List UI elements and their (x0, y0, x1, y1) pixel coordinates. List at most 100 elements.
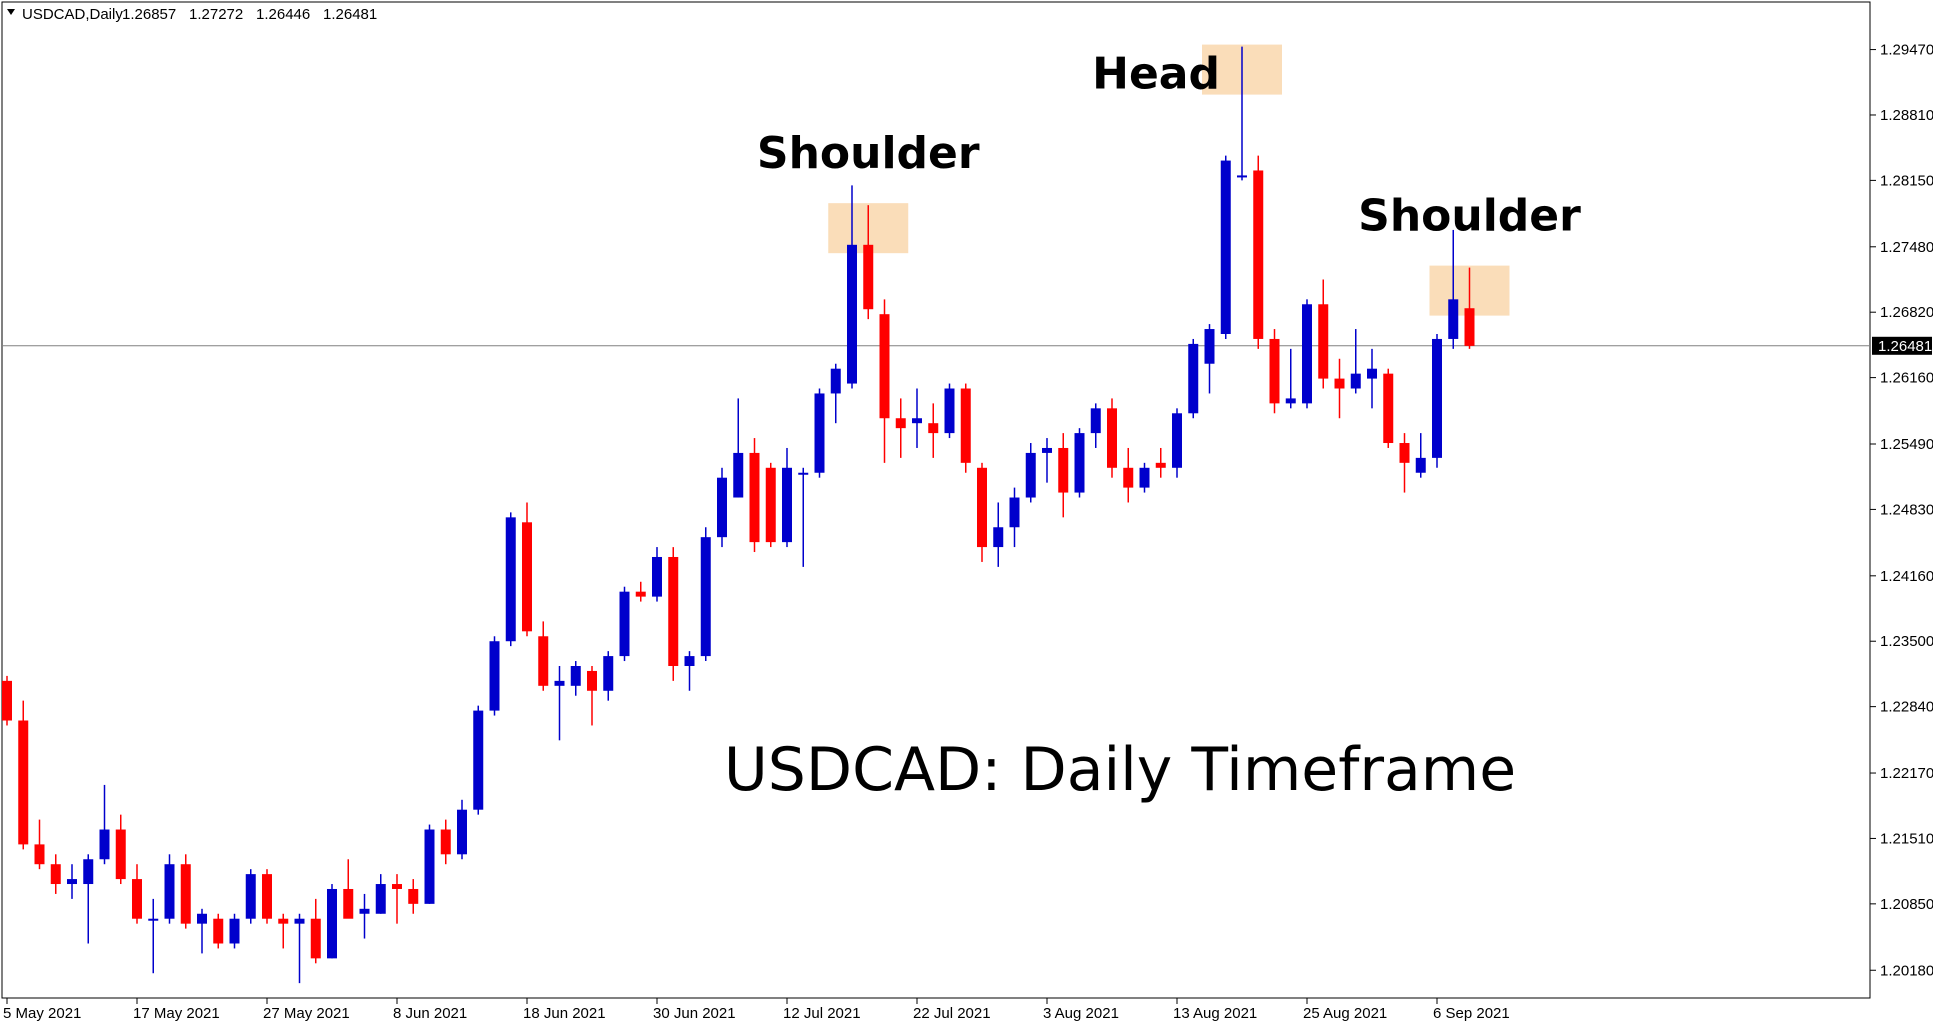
candle-body (180, 864, 191, 924)
candle-body (717, 477, 727, 538)
y-tick-label: 1.22170 (1880, 765, 1933, 782)
candle-body (1155, 462, 1166, 468)
candle (180, 854, 191, 929)
candle-body (1139, 467, 1150, 488)
symbol-label: USDCAD,Daily (22, 6, 123, 23)
chart-header[interactable]: USDCAD,Daily 1.26857 1.27272 1.26446 1.2… (7, 6, 377, 23)
candle (684, 651, 695, 691)
candle (1302, 299, 1312, 409)
y-tick-label: 1.20180 (1880, 962, 1933, 979)
candle-body (132, 879, 142, 919)
candle-body (18, 720, 29, 845)
candle-body (993, 527, 1004, 548)
candle (863, 205, 874, 320)
candle-body (587, 670, 597, 691)
candle-body (1237, 175, 1247, 178)
candle-body (684, 656, 695, 666)
x-tick-label: 17 May 2021 (133, 1005, 220, 1022)
candle (879, 299, 890, 463)
candle (977, 462, 987, 562)
candle (294, 913, 305, 984)
candles (2, 46, 1475, 984)
candle (814, 388, 825, 478)
candle-body (440, 829, 451, 855)
candle (847, 185, 857, 389)
candle (538, 621, 549, 691)
candle-body (1025, 452, 1036, 498)
candle (489, 636, 500, 716)
candle (603, 651, 614, 701)
candle (765, 462, 776, 548)
candle-body (115, 829, 126, 880)
candle-body (1188, 343, 1199, 414)
annotation-label: Shoulder (1358, 191, 1581, 242)
candle-body (944, 388, 955, 434)
dropdown-triangle-icon[interactable] (7, 9, 15, 15)
candle (895, 398, 906, 458)
candle (717, 467, 727, 548)
candle (1269, 329, 1280, 414)
candle (1383, 368, 1394, 448)
candle-body (1415, 457, 1426, 473)
candle (749, 438, 760, 553)
candle-body (278, 918, 289, 924)
candle-body (1090, 408, 1101, 434)
candle (1448, 229, 1459, 349)
candle-body (1123, 467, 1134, 488)
candle-body (895, 418, 906, 429)
candle (2, 675, 12, 726)
candle (1058, 433, 1069, 518)
x-tick-label: 8 Jun 2021 (393, 1005, 467, 1022)
candle (375, 874, 386, 914)
candle (733, 398, 744, 498)
candle-body (847, 244, 857, 384)
candle (473, 705, 484, 815)
candle (1090, 403, 1101, 448)
x-tick-label: 12 Jul 2021 (783, 1005, 861, 1022)
x-tick-label: 6 Sep 2021 (1433, 1005, 1510, 1022)
candle-body (408, 888, 419, 904)
candle-body (67, 879, 77, 885)
candle-body (960, 388, 971, 463)
candle-body (262, 874, 272, 919)
candle (1432, 334, 1442, 468)
candle (668, 547, 679, 681)
candle (457, 799, 467, 860)
candle (392, 874, 402, 924)
y-tick-label: 1.26820 (1880, 304, 1933, 321)
candle (1367, 348, 1377, 409)
candle-body (879, 314, 890, 419)
candle (34, 819, 45, 870)
candle (424, 824, 435, 904)
candle-body (765, 467, 776, 543)
candle (1042, 438, 1052, 483)
candle (1204, 324, 1215, 394)
candle-body (1464, 308, 1475, 346)
candle-body (749, 452, 760, 543)
candle (1074, 428, 1085, 498)
candle-body (1448, 299, 1459, 339)
candle-body (457, 809, 467, 855)
candle-body (782, 467, 792, 543)
candle-body (245, 874, 256, 919)
x-tick-label: 27 May 2021 (263, 1005, 350, 1022)
candle (700, 527, 711, 662)
candle (1107, 398, 1117, 478)
candle (652, 547, 662, 602)
candle-body (1172, 413, 1182, 468)
annotation-label: Head (1092, 49, 1220, 100)
candle-body (1350, 373, 1361, 389)
candle (1464, 267, 1475, 349)
current-price-line: 1.26481 (2, 336, 1932, 355)
candle (408, 879, 419, 914)
current-price-label: 1.26481 (1878, 338, 1932, 355)
candle (359, 893, 370, 939)
candle (67, 864, 77, 899)
candle (1334, 358, 1345, 419)
y-tick-label: 1.25490 (1880, 436, 1933, 453)
candle (928, 403, 939, 458)
candle (587, 666, 597, 726)
candle (830, 363, 841, 424)
candle (619, 586, 630, 662)
